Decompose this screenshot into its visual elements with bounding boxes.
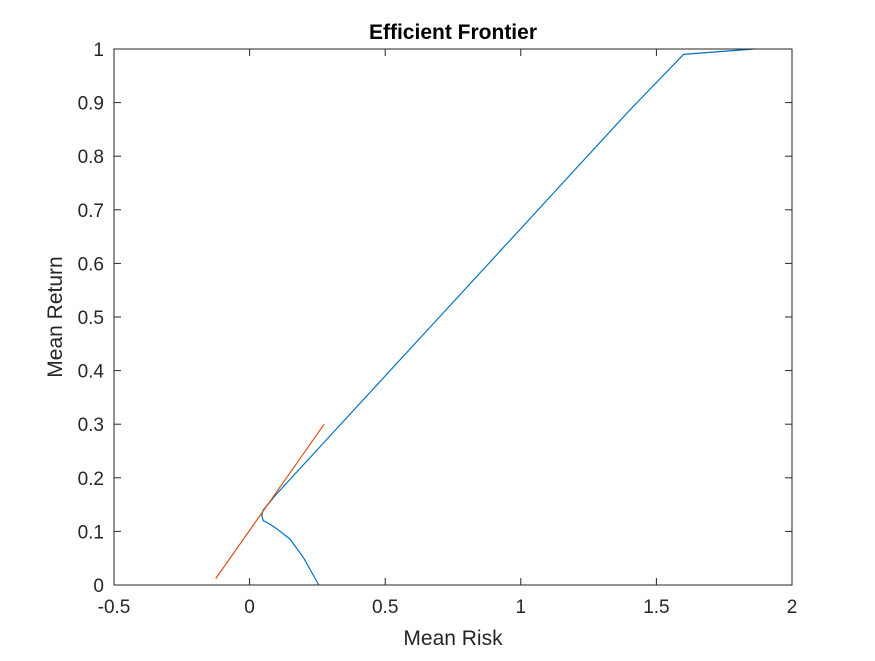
chart-title: Efficient Frontier: [369, 21, 537, 44]
x-tick-label: 2: [787, 597, 798, 618]
y-tick-label: 0.4: [78, 362, 105, 383]
y-tick-label: 0.2: [78, 469, 104, 490]
frontier-curve-line: [261, 48, 755, 586]
y-tick-label: 0: [93, 576, 104, 597]
y-tick-label: 0.3: [78, 415, 104, 436]
y-tick-label: 1: [93, 40, 104, 61]
y-tick-label: 0.5: [78, 308, 104, 329]
series-layer: [215, 48, 755, 586]
tick-layer: -0.5 0 0.5 1 1.5 200.10.20.30.40.50.60.70.80.…: [78, 40, 798, 618]
y-tick-label: 0.1: [78, 522, 104, 543]
plot-area: [114, 49, 792, 585]
y-tick-label: 0.6: [78, 254, 104, 275]
y-axis-label: Mean Return: [44, 256, 67, 377]
x-tick-label: 1.5: [643, 597, 669, 618]
x-tick-label: 1: [516, 597, 527, 618]
y-tick-label: 0.7: [78, 201, 104, 222]
x-axis-label: Mean Risk: [403, 627, 503, 650]
x-tick-label: 0: [244, 597, 255, 618]
tangent-line: [215, 423, 325, 579]
y-tick-label: 0.8: [78, 147, 104, 168]
x-tick-label: -0.5: [98, 597, 131, 618]
y-tick-label: 0.9: [78, 94, 104, 115]
x-tick-label: 0.5: [372, 597, 398, 618]
